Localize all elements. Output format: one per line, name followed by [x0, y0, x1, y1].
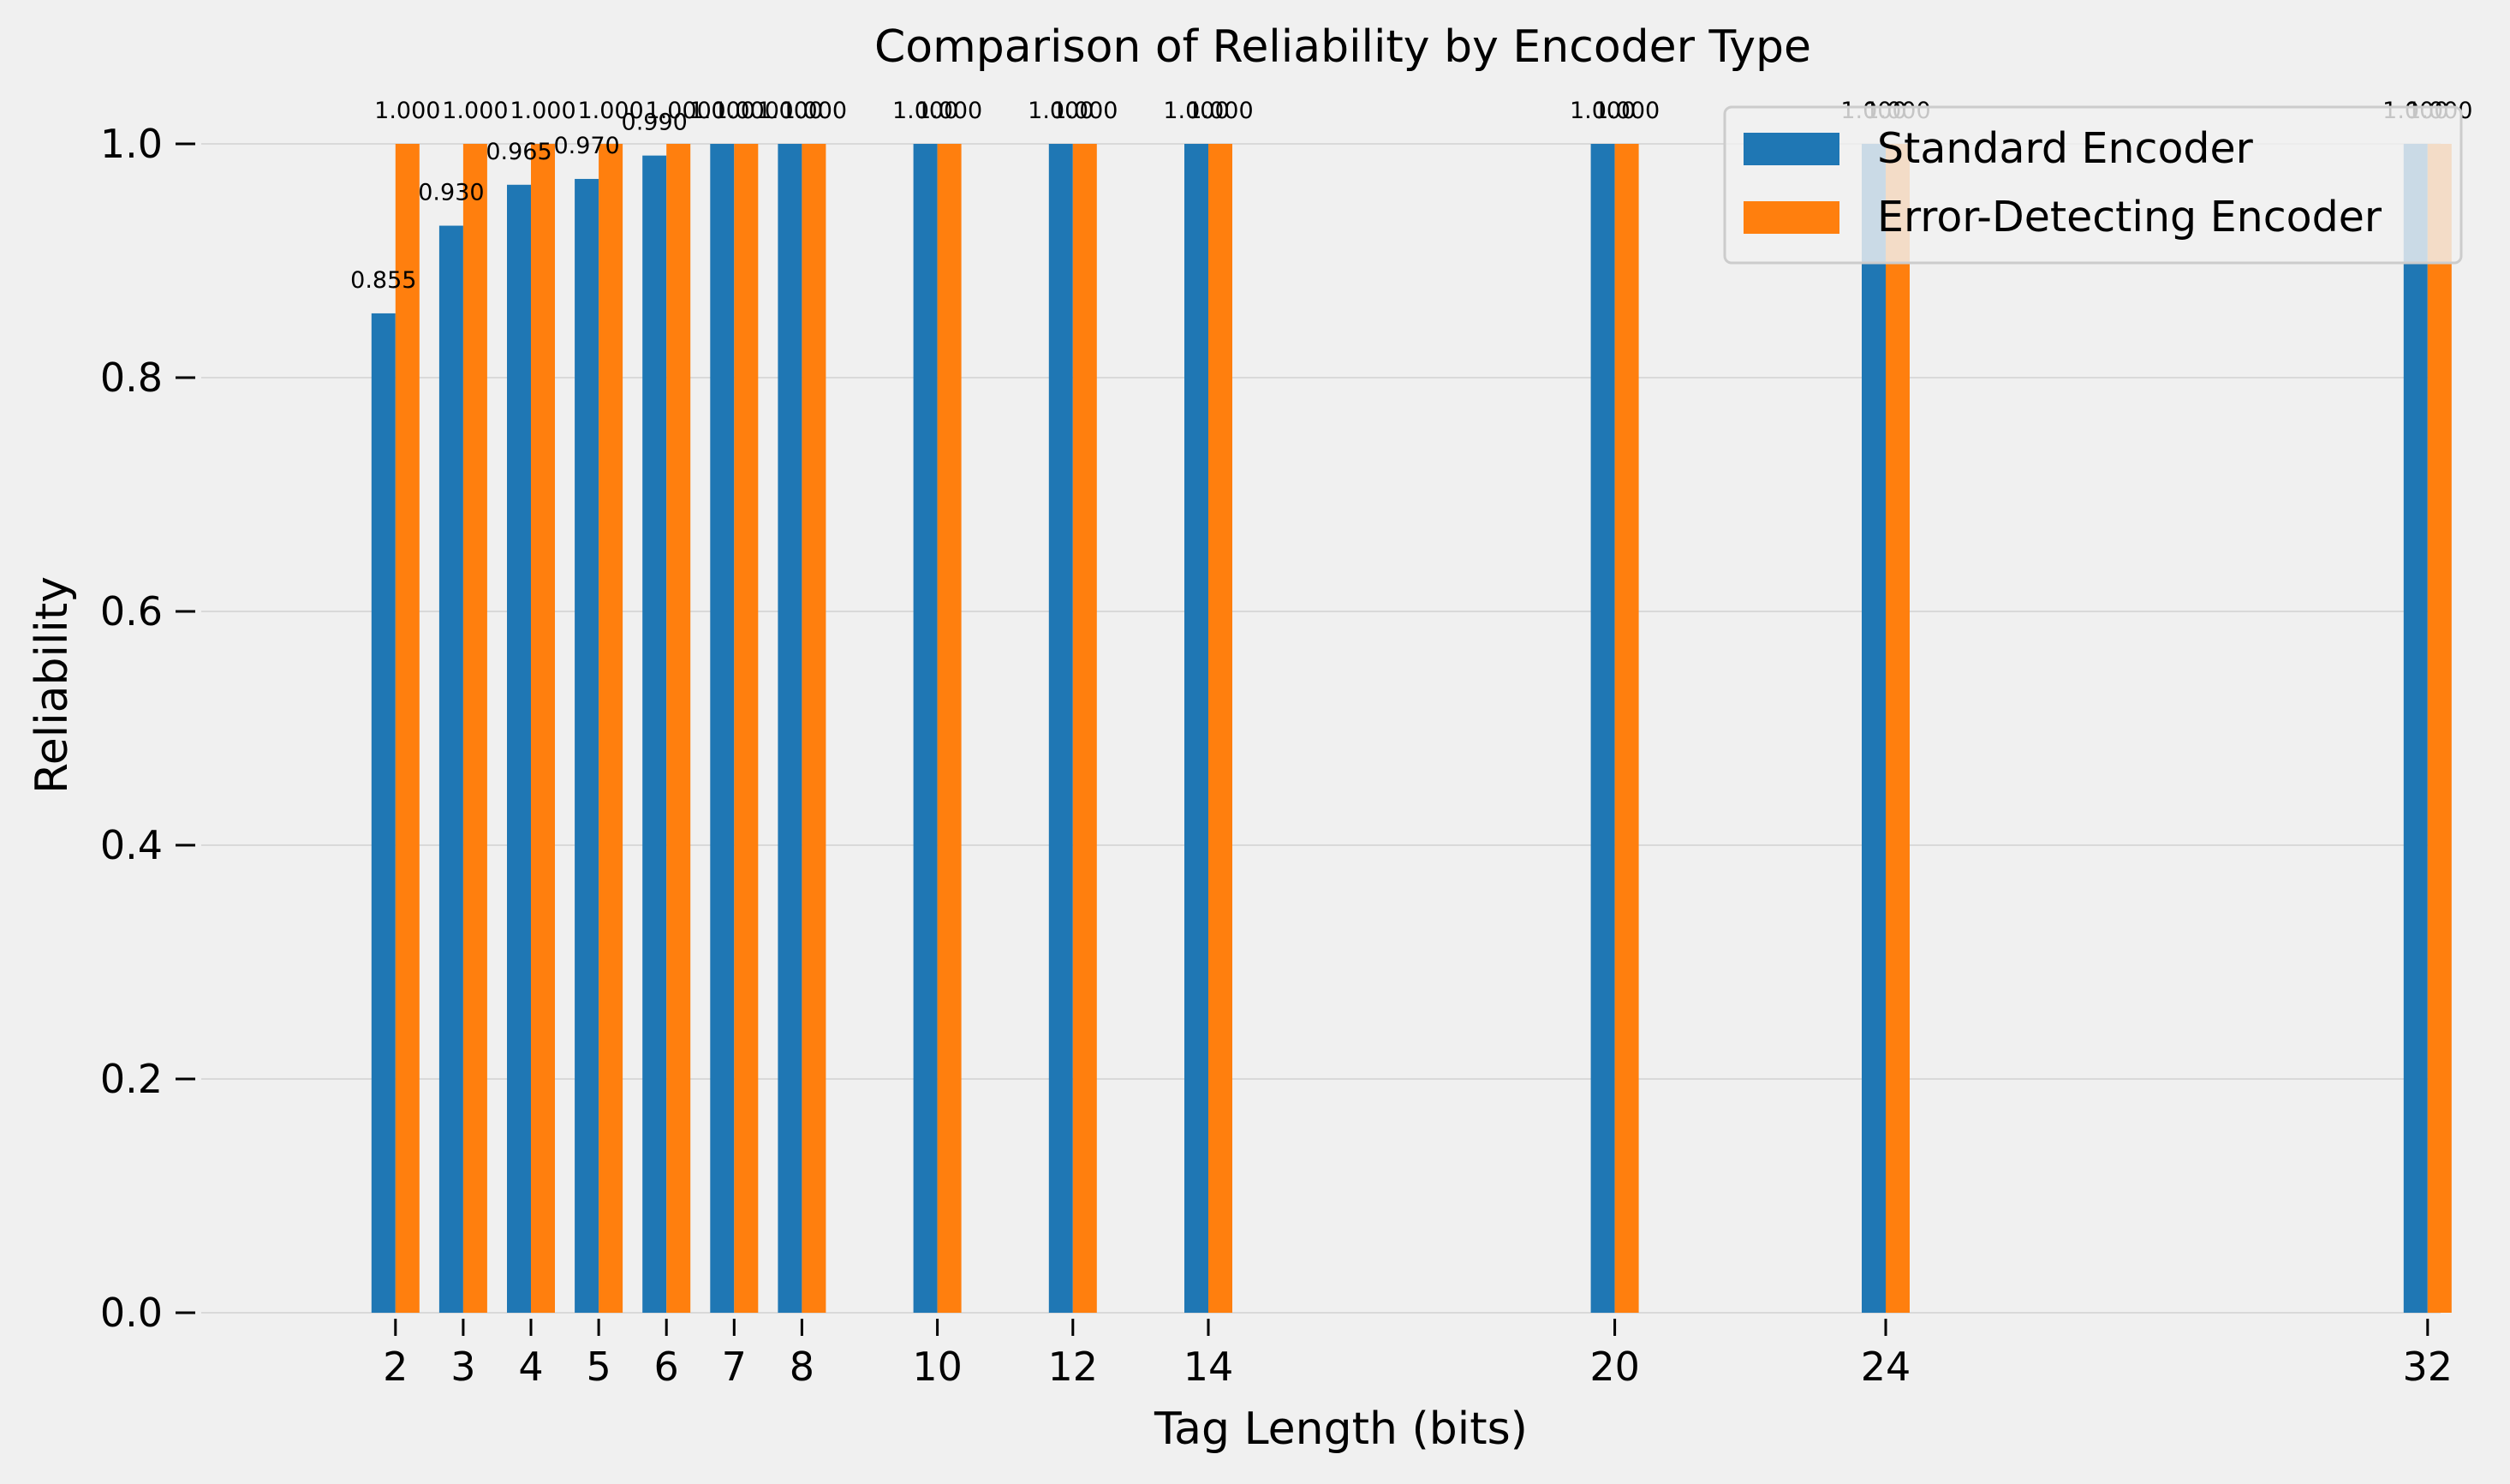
x-axis-label: Tag Length (bits) — [1154, 1404, 1528, 1455]
bar-error-detecting — [599, 144, 623, 1313]
bar-label-error-detecting: 1.000 — [510, 98, 575, 124]
y-tick-label: 0.0 — [100, 1290, 163, 1336]
bar-label-error-detecting: 1.000 — [916, 98, 982, 124]
x-tick-label: 7 — [722, 1344, 747, 1390]
bar-label-error-detecting: 1.000 — [374, 98, 440, 124]
y-tick-label: 0.6 — [100, 588, 163, 635]
bar-label-standard: 0.990 — [622, 110, 688, 136]
legend: Standard Encoder Error-Detecting Encoder — [1723, 105, 2463, 265]
bar-error-detecting — [462, 144, 487, 1313]
bar-standard — [778, 144, 802, 1313]
bar-label-standard: 1.000 — [1163, 98, 1229, 124]
bar-standard — [1862, 144, 1886, 1313]
bar-error-detecting — [395, 144, 420, 1313]
bar-label-standard: 1.000 — [757, 98, 823, 124]
bar-label-error-detecting: 1.000 — [1594, 98, 1660, 124]
bar-error-detecting — [802, 144, 826, 1313]
bar-label-standard: 0.930 — [418, 180, 484, 206]
bar-label-error-detecting: 1.000 — [577, 98, 643, 124]
bars — [371, 144, 2452, 1314]
x-tick-label: 4 — [518, 1344, 543, 1390]
x-tick-label: 24 — [1861, 1344, 1911, 1390]
bar-label-standard: 1.000 — [1028, 98, 1094, 124]
bar-error-detecting — [2427, 144, 2452, 1313]
x-tick-label: 14 — [1183, 1344, 1234, 1390]
x-tick-label: 10 — [912, 1344, 963, 1390]
bar-label-standard: 1.000 — [1570, 98, 1636, 124]
bar-error-detecting — [734, 144, 759, 1313]
bar-standard — [371, 313, 396, 1313]
bar-label-standard: 1.000 — [689, 98, 755, 124]
legend-label-error-detecting: Error-Detecting Encoder — [1877, 193, 2382, 241]
bar-standard — [507, 184, 531, 1313]
bar-label-error-detecting: 1.000 — [646, 98, 712, 124]
bar-standard — [1184, 144, 1208, 1313]
bar-standard — [1048, 144, 1073, 1313]
bar-label-error-detecting: 1.000 — [1187, 98, 1253, 124]
bar-standard — [575, 178, 599, 1314]
y-axis-label: Reliability — [27, 576, 78, 794]
bar-standard — [1590, 144, 1615, 1313]
bar-label-error-detecting: 1.000 — [1052, 98, 1118, 124]
bar-error-detecting — [1614, 144, 1639, 1313]
x-tick-label: 20 — [1589, 1344, 1640, 1390]
bar-label-standard: 0.965 — [486, 139, 551, 165]
x-tick-label: 8 — [790, 1344, 814, 1390]
bar-label-error-detecting: 1.000 — [442, 98, 508, 124]
x-tick-label: 3 — [450, 1344, 475, 1390]
y-tick-label: 0.4 — [100, 822, 163, 868]
x-tick-label: 12 — [1048, 1344, 1099, 1390]
legend-swatch-standard — [1744, 133, 1839, 165]
x-tick-label: 32 — [2403, 1344, 2453, 1390]
bar-label-standard: 0.970 — [553, 133, 619, 159]
bar-label-standard: 0.855 — [350, 267, 416, 294]
bar-error-detecting — [1886, 144, 1910, 1313]
chart-title: Comparison of Reliability by Encoder Typ… — [874, 21, 1811, 73]
bar-standard — [642, 155, 667, 1313]
bar-standard — [2403, 144, 2428, 1313]
bar-error-detecting — [531, 144, 555, 1313]
x-tick-label: 6 — [654, 1344, 679, 1390]
bar-error-detecting — [1072, 144, 1097, 1313]
bar-label-error-detecting: 1.000 — [781, 98, 847, 124]
legend-swatch-error-detecting — [1744, 201, 1839, 234]
x-tick-label: 2 — [383, 1344, 408, 1390]
bar-label-standard: 1.000 — [892, 98, 958, 124]
bar-error-detecting — [937, 144, 962, 1313]
bar-standard — [913, 144, 938, 1313]
x-axis: 2 3 4 5 6 7 8 10 12 14 20 24 32 — [383, 1319, 2453, 1390]
y-tick-label: 0.8 — [100, 355, 163, 401]
bar-error-detecting — [1208, 144, 1232, 1313]
bar-label-error-detecting: 1.000 — [713, 98, 779, 124]
x-tick-label: 5 — [586, 1344, 611, 1390]
y-tick-label: 0.2 — [100, 1056, 163, 1102]
y-axis: 0.0 0.2 0.4 0.6 0.8 1.0 — [100, 121, 195, 1336]
legend-box — [1723, 105, 2463, 265]
legend-label-standard: Standard Encoder — [1877, 124, 2254, 173]
y-tick-label: 1.0 — [100, 121, 163, 167]
bar-error-detecting — [666, 144, 691, 1313]
bar-standard — [438, 225, 463, 1313]
bar-standard — [710, 144, 735, 1313]
